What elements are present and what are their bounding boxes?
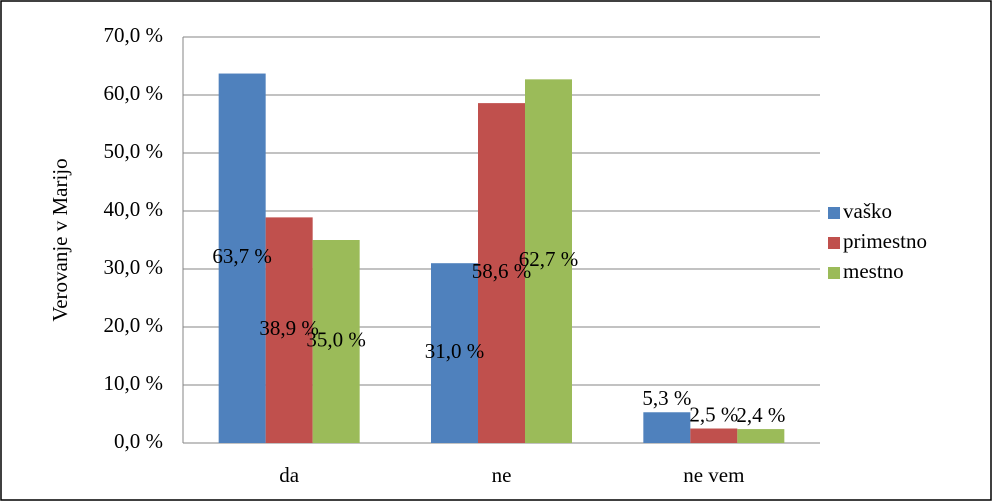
bar	[312, 240, 360, 443]
data-label: 31,0 %	[425, 339, 485, 363]
data-label: 62,7 %	[519, 247, 579, 271]
y-tick-label: 50,0 %	[104, 139, 164, 163]
bar	[643, 412, 691, 443]
legend-label: primestno	[843, 229, 927, 253]
y-tick-label: 30,0 %	[104, 255, 164, 279]
bar	[478, 103, 525, 444]
y-tick-label: 40,0 %	[104, 197, 164, 221]
bar	[690, 428, 738, 443]
y-tick-label: 0,0 %	[114, 429, 163, 453]
y-tick-label: 10,0 %	[104, 371, 164, 395]
legend-swatch	[828, 237, 840, 249]
bar	[737, 429, 785, 443]
data-label: 2,4 %	[736, 403, 785, 427]
x-tick-label: ne	[492, 463, 512, 487]
data-label: 35,0 %	[306, 327, 366, 351]
y-tick-label: 70,0 %	[104, 23, 164, 47]
x-tick-label: da	[279, 463, 300, 487]
y-axis-label: Verovanje v Marijo	[48, 158, 72, 321]
legend-swatch	[828, 267, 840, 279]
data-label: 63,7 %	[212, 244, 272, 268]
data-label: 5,3 %	[642, 386, 691, 410]
x-tick-label: ne vem	[683, 463, 744, 487]
bar	[265, 217, 313, 443]
data-label: 38,9 %	[259, 316, 319, 340]
bar	[525, 79, 572, 443]
legend-label: vaško	[843, 199, 892, 223]
bar	[431, 263, 478, 443]
data-label: 58,6 %	[472, 259, 532, 283]
y-tick-label: 20,0 %	[104, 313, 164, 337]
data-label: 2,5 %	[689, 402, 738, 426]
legend-label: mestno	[843, 259, 904, 283]
legend-swatch	[828, 207, 840, 219]
y-tick-label: 60,0 %	[104, 81, 164, 105]
bar	[218, 73, 266, 443]
